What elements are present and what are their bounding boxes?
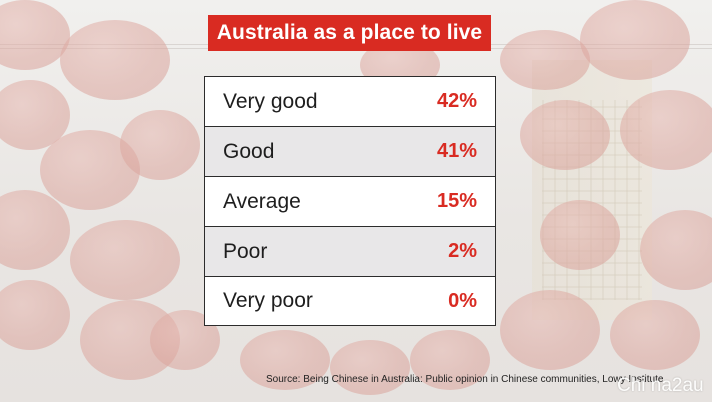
row-value: 0% xyxy=(448,289,477,312)
chart-title: Australia as a place to live xyxy=(208,15,491,51)
row-value: 15% xyxy=(436,190,477,212)
table-row: Very good 42% xyxy=(205,77,495,127)
table-row: Good 41% xyxy=(205,127,495,177)
row-label: Good xyxy=(223,139,275,163)
source-note: Source: Being Chinese in Australia: Publ… xyxy=(266,374,664,385)
row-label: Poor xyxy=(223,239,268,263)
row-label: Average xyxy=(223,189,301,213)
row-value: 41% xyxy=(436,140,477,162)
row-value: 42% xyxy=(436,90,477,112)
row-label: Very poor xyxy=(223,289,313,312)
row-label: Very good xyxy=(223,89,318,113)
rating-table: Very good 42% Good 41% Average 15% Poor 2% Very … xyxy=(204,76,496,326)
table-row: Average 15% xyxy=(205,177,495,227)
watermark-text: Chi na2au xyxy=(617,375,704,396)
table-row: Poor 2% xyxy=(205,227,495,277)
table-row: Very poor 0% xyxy=(205,277,495,325)
row-value: 2% xyxy=(448,240,477,262)
